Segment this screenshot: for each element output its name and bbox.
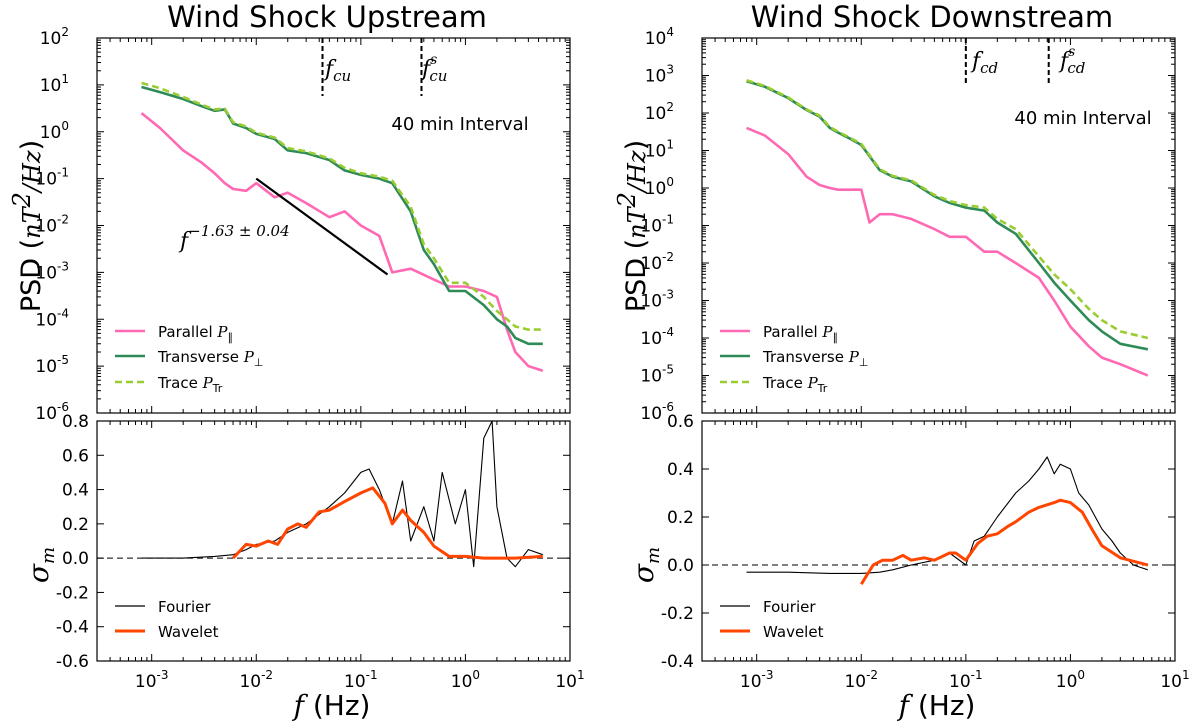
y-tick-label: 0.0 bbox=[667, 556, 694, 576]
y-tick-label: 0.0 bbox=[62, 549, 89, 569]
y-tick-label: -0.4 bbox=[661, 652, 694, 672]
legend-trace: Trace PTr bbox=[157, 374, 223, 395]
upstream-fit-label: f−1.63 ± 0.04 bbox=[178, 222, 290, 254]
y-tick-label: 0.2 bbox=[62, 515, 89, 535]
downstream-psd-legend: Parallel P∥ Transverse P⊥ Trace PTr bbox=[720, 323, 868, 395]
downstream-psd-panel: Wind Shock Downstream PSD (nT2/Hz) 40 mi… bbox=[613, 0, 1176, 424]
series-line-wavelet bbox=[860, 498, 1149, 585]
plot-area bbox=[97, 421, 570, 568]
legend-wavelet: Wavelet bbox=[763, 623, 824, 641]
y-tick-label: 10-2 bbox=[640, 250, 674, 274]
upstream-xlabel: f (Hz) bbox=[292, 689, 371, 722]
plot-area bbox=[140, 38, 544, 372]
downstream-interval-note: 40 min Interval bbox=[1014, 108, 1151, 129]
plot-area bbox=[702, 456, 1175, 585]
y-tick-label: 101 bbox=[40, 72, 69, 96]
y-tick-label: -0.2 bbox=[661, 604, 694, 624]
downstream-fcd-label: fcd bbox=[970, 49, 998, 77]
series-line-wavelet bbox=[232, 486, 543, 560]
upstream-fcu-label: fcu bbox=[323, 57, 351, 85]
y-tick-label: 102 bbox=[40, 25, 69, 49]
downstream-psd-ylabel: PSD (nT2/Hz) bbox=[613, 140, 652, 312]
upstream-interval-note: 40 min Interval bbox=[391, 114, 528, 135]
upstream-sigma-panel: σm Fourier Wavelet f (Hz) 10-3 10-2 10-1 10… bbox=[22, 412, 585, 722]
y-tick-label: 10-5 bbox=[35, 353, 69, 377]
x-tick-label: 10-1 bbox=[344, 668, 378, 692]
y-tick-label: 0.8 bbox=[62, 412, 89, 432]
x-tick-label: 100 bbox=[451, 668, 480, 692]
legend-trace: Trace PTr bbox=[762, 374, 828, 395]
x-tick-label: 10-2 bbox=[844, 668, 878, 692]
series-line-fourier bbox=[746, 456, 1148, 574]
svg-text:PSD (nT2/Hz): PSD (nT2/Hz) bbox=[613, 140, 652, 312]
upstream-psd-ylabel: PSD (nT2/Hz) bbox=[8, 140, 47, 312]
svg-text:PSD (nT2/Hz): PSD (nT2/Hz) bbox=[8, 140, 47, 312]
legend-parallel: Parallel P∥ bbox=[763, 323, 838, 344]
downstream-sigma-ylabel: σm bbox=[627, 547, 664, 583]
power-law-fit-line bbox=[255, 177, 389, 276]
downstream-xlabel: f (Hz) bbox=[897, 689, 976, 722]
series-line-parallel-p- bbox=[140, 112, 544, 372]
legend-fourier: Fourier bbox=[763, 598, 816, 616]
y-tick-label: 10-1 bbox=[35, 166, 69, 190]
downstream-sigma-panel: σm Fourier Wavelet f (Hz) 10-3 10-2 10-1 10… bbox=[627, 412, 1190, 722]
legend-transverse: Transverse P⊥ bbox=[762, 348, 868, 369]
y-tick-label: 103 bbox=[645, 63, 674, 87]
y-tick-label: 101 bbox=[645, 138, 674, 162]
y-tick-label: 10-5 bbox=[640, 363, 674, 387]
x-tick-label: 101 bbox=[555, 668, 584, 692]
y-tick-label: 10-2 bbox=[35, 213, 69, 237]
x-tick-label: 101 bbox=[1160, 668, 1189, 692]
y-tick-label: 0.4 bbox=[667, 460, 694, 480]
y-tick-label: 100 bbox=[40, 119, 69, 143]
legend-transverse: Transverse P⊥ bbox=[157, 348, 263, 369]
y-tick-label: -0.4 bbox=[56, 618, 89, 638]
y-tick-label: 10-1 bbox=[640, 213, 674, 237]
axis-frame bbox=[96, 420, 571, 662]
x-tick-label: 10-3 bbox=[135, 668, 169, 692]
y-tick-label: -0.2 bbox=[56, 583, 89, 603]
axis-frame bbox=[701, 420, 1176, 662]
series-line-fourier bbox=[141, 421, 543, 568]
upstream-psd-legend: Parallel P∥ Transverse P⊥ Trace PTr bbox=[115, 323, 263, 395]
plot-area bbox=[746, 38, 1149, 377]
upstream-title: Wind Shock Upstream bbox=[167, 0, 487, 34]
y-tick-label: 0.2 bbox=[667, 508, 694, 528]
y-tick-label: 10-3 bbox=[35, 259, 69, 283]
y-tick-label: 0.6 bbox=[62, 446, 89, 466]
upstream-psd-panel: Wind Shock Upstream PSD (nT2/Hz) 40 min … bbox=[8, 0, 571, 424]
y-tick-label: 102 bbox=[645, 100, 674, 124]
legend-parallel: Parallel P∥ bbox=[158, 323, 233, 344]
x-tick-label: 100 bbox=[1056, 668, 1085, 692]
y-tick-label: 100 bbox=[645, 175, 674, 199]
series-line-trace-p-tr bbox=[746, 78, 1149, 340]
series-line-trace-p-tr bbox=[141, 81, 543, 331]
legend-fourier: Fourier bbox=[158, 598, 211, 616]
y-tick-label: 10-3 bbox=[640, 288, 674, 312]
y-tick-label: 10-4 bbox=[35, 306, 69, 330]
downstream-title: Wind Shock Downstream bbox=[751, 0, 1113, 34]
series-line-parallel-p- bbox=[746, 126, 1149, 377]
upstream-sigma-legend: Fourier Wavelet bbox=[115, 598, 219, 641]
y-tick-label: 0.4 bbox=[62, 481, 89, 501]
downstream-sigma-legend: Fourier Wavelet bbox=[720, 598, 824, 641]
y-tick-label: 10-4 bbox=[640, 325, 674, 349]
legend-wavelet: Wavelet bbox=[158, 623, 219, 641]
x-tick-label: 10-3 bbox=[740, 668, 774, 692]
y-tick-label: 104 bbox=[645, 25, 674, 49]
downstream-fcd-s-label: fs cd bbox=[1058, 44, 1085, 77]
y-tick-label: -0.6 bbox=[56, 652, 89, 672]
upstream-sigma-ylabel: σm bbox=[22, 547, 59, 583]
x-tick-label: 10-1 bbox=[949, 668, 983, 692]
y-tick-label: 0.6 bbox=[667, 412, 694, 432]
upstream-fcu-s-label: fs cu bbox=[420, 52, 447, 85]
x-tick-label: 10-2 bbox=[239, 668, 273, 692]
